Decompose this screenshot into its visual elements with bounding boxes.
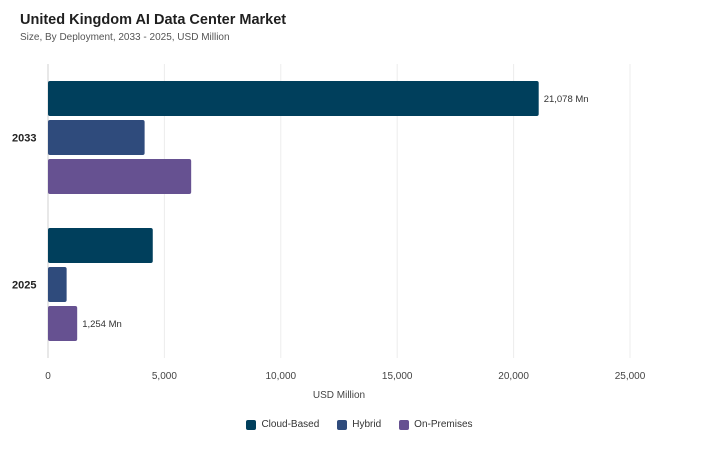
x-tick-label: 20,000 <box>498 371 529 382</box>
bar <box>48 306 78 341</box>
x-axis-title: USD Million <box>313 390 365 401</box>
legend-label-hybrid: Hybrid <box>352 419 382 430</box>
x-tick-label: 0 <box>45 371 51 382</box>
legend-item-on-premises[interactable]: On-Premises <box>399 419 473 430</box>
x-tick-label: 10,000 <box>266 371 297 382</box>
x-tick-label: 5,000 <box>152 371 177 382</box>
x-tick-label: 15,000 <box>382 371 413 382</box>
legend-swatch-on-premises <box>399 419 410 430</box>
category-label: 2025 <box>12 280 36 292</box>
bar <box>48 267 67 302</box>
data-label: 1,254 Mn <box>82 319 122 330</box>
legend-item-cloud-based[interactable]: Cloud-Based <box>246 419 319 430</box>
bar <box>48 120 145 155</box>
legend-item-hybrid[interactable]: Hybrid <box>337 419 381 430</box>
category-label: 2033 <box>12 133 36 145</box>
bar <box>48 228 153 263</box>
chart-subtitle: Size, By Deployment, 2033 - 2025, USD Mi… <box>20 32 230 43</box>
chart-legend: Cloud-Based Hybrid On-Premises <box>0 419 719 430</box>
x-tick-label: 25,000 <box>615 371 646 382</box>
legend-label-on-premises: On-Premises <box>414 419 473 430</box>
bar <box>48 159 192 194</box>
legend-swatch-cloud-based <box>246 419 257 430</box>
chart-title: United Kingdom AI Data Center Market <box>20 12 287 28</box>
data-label: 21,078 Mn <box>544 94 589 105</box>
legend-swatch-hybrid <box>337 419 348 430</box>
legend-label-cloud-based: Cloud-Based <box>261 419 320 430</box>
bar <box>48 81 539 116</box>
